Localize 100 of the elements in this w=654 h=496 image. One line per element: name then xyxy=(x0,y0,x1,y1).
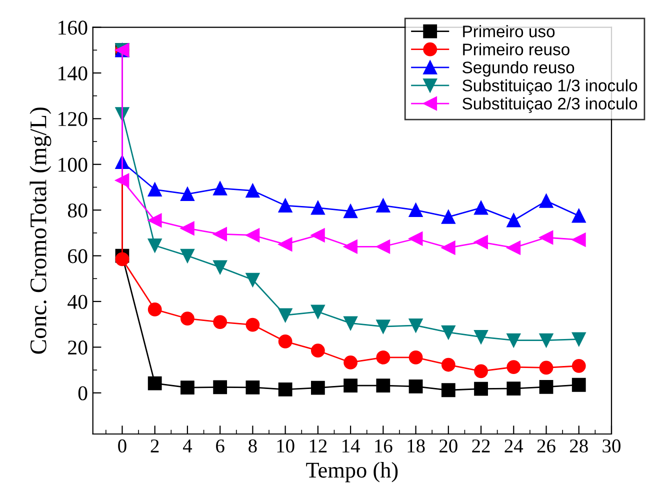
point xyxy=(408,232,423,246)
point xyxy=(539,194,554,208)
x-tick-label: 10 xyxy=(277,439,294,453)
x-tick-label: 20 xyxy=(440,439,458,453)
point xyxy=(213,260,228,274)
point xyxy=(376,240,390,254)
point xyxy=(376,350,390,364)
legend-label: Segundo reuso xyxy=(462,61,574,77)
x-tick-label: 18 xyxy=(408,439,425,453)
point xyxy=(180,187,194,202)
point xyxy=(310,200,325,215)
point xyxy=(344,356,358,370)
point xyxy=(278,334,292,348)
y-tick-label: 20 xyxy=(68,340,88,355)
y-tick-label: 140 xyxy=(58,66,88,80)
point xyxy=(408,350,423,364)
point xyxy=(474,235,488,250)
point xyxy=(539,230,554,244)
point xyxy=(572,378,586,392)
y-tick-label: 120 xyxy=(58,112,88,126)
x-tick-label: 22 xyxy=(472,439,490,452)
point xyxy=(376,320,390,334)
point xyxy=(408,203,423,218)
point xyxy=(572,358,586,373)
point xyxy=(180,380,194,395)
point xyxy=(441,325,456,340)
point xyxy=(180,221,194,236)
point xyxy=(115,252,130,266)
legend-label: Substituiçao 2/3 inoculo xyxy=(462,97,638,113)
point xyxy=(246,318,260,332)
x-tick-label: 4 xyxy=(182,440,192,452)
point xyxy=(278,237,292,252)
point xyxy=(474,382,488,396)
point xyxy=(441,210,456,224)
point xyxy=(506,333,521,348)
point xyxy=(246,272,260,287)
point xyxy=(278,198,292,212)
x-tick-label: 2 xyxy=(150,439,159,452)
legend-label: Primeiro reuso xyxy=(463,43,570,56)
point xyxy=(246,228,260,242)
point xyxy=(180,312,194,326)
point xyxy=(441,358,456,372)
point xyxy=(246,380,260,394)
point xyxy=(115,173,130,188)
point xyxy=(539,380,554,394)
point xyxy=(310,228,325,242)
point xyxy=(572,332,586,346)
y-tick-label: 80 xyxy=(68,203,88,218)
point xyxy=(506,360,521,374)
point xyxy=(278,308,292,322)
point xyxy=(213,227,228,242)
point xyxy=(344,240,358,254)
x-tick-label: 14 xyxy=(342,440,360,452)
legend-label: Primeiro uso xyxy=(463,25,555,38)
point xyxy=(213,181,228,196)
point xyxy=(441,383,456,398)
point xyxy=(506,240,521,255)
x-tick-label: 28 xyxy=(570,439,588,453)
point xyxy=(408,318,423,332)
x-tick-label: 16 xyxy=(375,439,392,453)
y-tick-label: 40 xyxy=(68,294,88,309)
point xyxy=(148,213,162,228)
point xyxy=(539,360,554,375)
y-tick-label: 100 xyxy=(58,158,88,172)
legend-label: Substituiçao 1/3 inoculo xyxy=(462,79,638,95)
point xyxy=(506,213,521,228)
x-axis-title: Tempo (h) xyxy=(306,462,398,482)
point xyxy=(310,304,325,319)
x-tick-label: 26 xyxy=(537,439,556,453)
point xyxy=(506,382,521,396)
point xyxy=(148,238,162,252)
point xyxy=(246,184,260,198)
point xyxy=(310,380,325,395)
point xyxy=(148,302,162,316)
x-tick-label: 0 xyxy=(118,439,126,453)
point xyxy=(474,200,488,215)
point xyxy=(408,380,423,394)
point xyxy=(148,182,162,196)
point xyxy=(539,333,554,348)
point xyxy=(148,376,162,390)
point xyxy=(213,315,228,329)
y-tick-label: 60 xyxy=(68,249,88,264)
y-tick-label: 0 xyxy=(78,386,88,400)
point xyxy=(180,248,194,263)
point xyxy=(310,344,325,358)
point xyxy=(474,330,488,344)
point xyxy=(441,240,456,255)
point xyxy=(376,198,390,212)
point xyxy=(213,380,228,394)
x-tick-label: 12 xyxy=(310,439,327,452)
x-tick-label: 8 xyxy=(248,439,257,453)
point xyxy=(344,316,358,330)
x-tick-label: 30 xyxy=(602,439,620,453)
point xyxy=(572,208,586,223)
y-tick-label: 160 xyxy=(58,20,88,35)
x-tick-label: 6 xyxy=(216,439,224,453)
x-tick-label: 24 xyxy=(504,439,524,452)
point xyxy=(344,204,358,218)
y-axis-title: Conc. CromoTotal (mg/L) xyxy=(30,108,52,354)
point xyxy=(572,232,586,247)
